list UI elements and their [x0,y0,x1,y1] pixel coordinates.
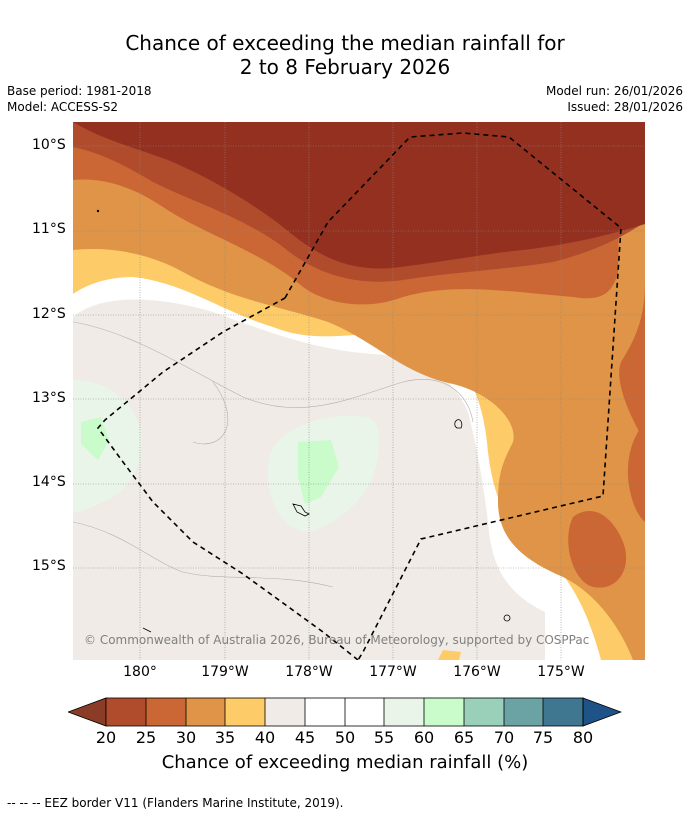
colorbar-under [68,697,107,727]
colorbar-bin-65-70 [464,698,504,726]
colorbar-tick-80: 80 [572,728,594,747]
model-run: Model run: 26/01/2026 [545,84,683,98]
colorbar-tick-30: 30 [175,728,197,747]
colorbar-bin-25-30 [146,698,186,726]
gridlines [73,122,645,660]
contour-lines [73,321,474,588]
lon-label-175w: 175°W [537,664,585,680]
lat-label-11s: 11°S [32,221,66,237]
lat-label-13s: 13°S [32,390,66,406]
lon-label-178w: 178°W [285,664,333,680]
colorbar-bin-55-60 [384,698,424,726]
band-30-35-edge [627,422,645,522]
meta-right: Model run: 26/01/2026 Issued: 28/01/2026 [546,83,683,115]
colorbar-tick-70: 70 [493,728,515,747]
colorbar-tick-35: 35 [214,728,236,747]
meta-left: Base period: 1981-2018 Model: ACCESS-S2 [7,83,152,115]
colorbar-bin-50-55 [345,698,384,726]
colorbar-bin-75-80 [543,698,583,726]
band-40-45-blob [438,650,461,660]
lat-label-14s: 14°S [32,474,66,490]
band-45-50 [73,122,645,660]
colorbar-tick-45: 45 [294,728,316,747]
band-30-35-pocket [568,511,627,588]
colorbar-tick-20: 20 [95,728,117,747]
colorbar-bin-40-45 [265,698,305,726]
band-45-50-blob [151,532,198,556]
map-title: Chance of exceeding the median rainfall … [0,31,690,79]
colorbar-bin-20-25 [106,698,146,726]
colorbar [68,697,622,727]
colorbar-label: Chance of exceeding median rainfall (%) [161,752,529,773]
colorbar-bin-45-50 [305,698,345,726]
title-line-2: 2 to 8 February 2026 [239,55,451,79]
colorbar-tick-50: 50 [334,728,356,747]
colorbar-bin-35-40 [225,698,265,726]
colorbar-tick-40: 40 [254,728,276,747]
colorbar-bin-70-75 [504,698,543,726]
band-60-65-west [73,380,142,512]
model-name: Model: ACCESS-S2 [7,100,119,114]
band-20-25 [73,122,645,269]
map-copyright: © Commonwealth of Australia 2026, Bureau… [84,633,590,647]
lon-label-179w: 179°W [201,664,249,680]
eez-border [96,132,622,660]
colorbar-tick-55: 55 [373,728,395,747]
band-65-70-west [81,417,109,460]
colorbar-bin-60-65 [424,698,464,726]
colorbar-over [582,697,622,727]
lat-label-12s: 12°S [32,306,66,322]
eez-footnote: -- -- -- EEZ border V11 (Flanders Marine… [7,796,344,810]
lon-label-177w: 177°W [369,664,417,680]
base-period: Base period: 1981-2018 [7,84,152,98]
island-outlines [96,209,511,633]
colorbar-tick-25: 25 [135,728,157,747]
title-line-1: Chance of exceeding the median rainfall … [125,31,565,55]
band-65-70-center [298,440,339,504]
rainfall-map[interactable] [73,122,645,660]
lat-label-15s: 15°S [32,558,66,574]
colorbar-tick-60: 60 [413,728,435,747]
colorbar-tick-65: 65 [453,728,475,747]
lon-label-180: 180° [123,664,157,680]
colorbar-bin-30-35 [186,698,225,726]
lat-label-10s: 10°S [32,137,66,153]
lon-label-176w: 176°W [453,664,501,680]
issued-date: Issued: 28/01/2026 [567,100,683,114]
colorbar-tick-75: 75 [532,728,554,747]
